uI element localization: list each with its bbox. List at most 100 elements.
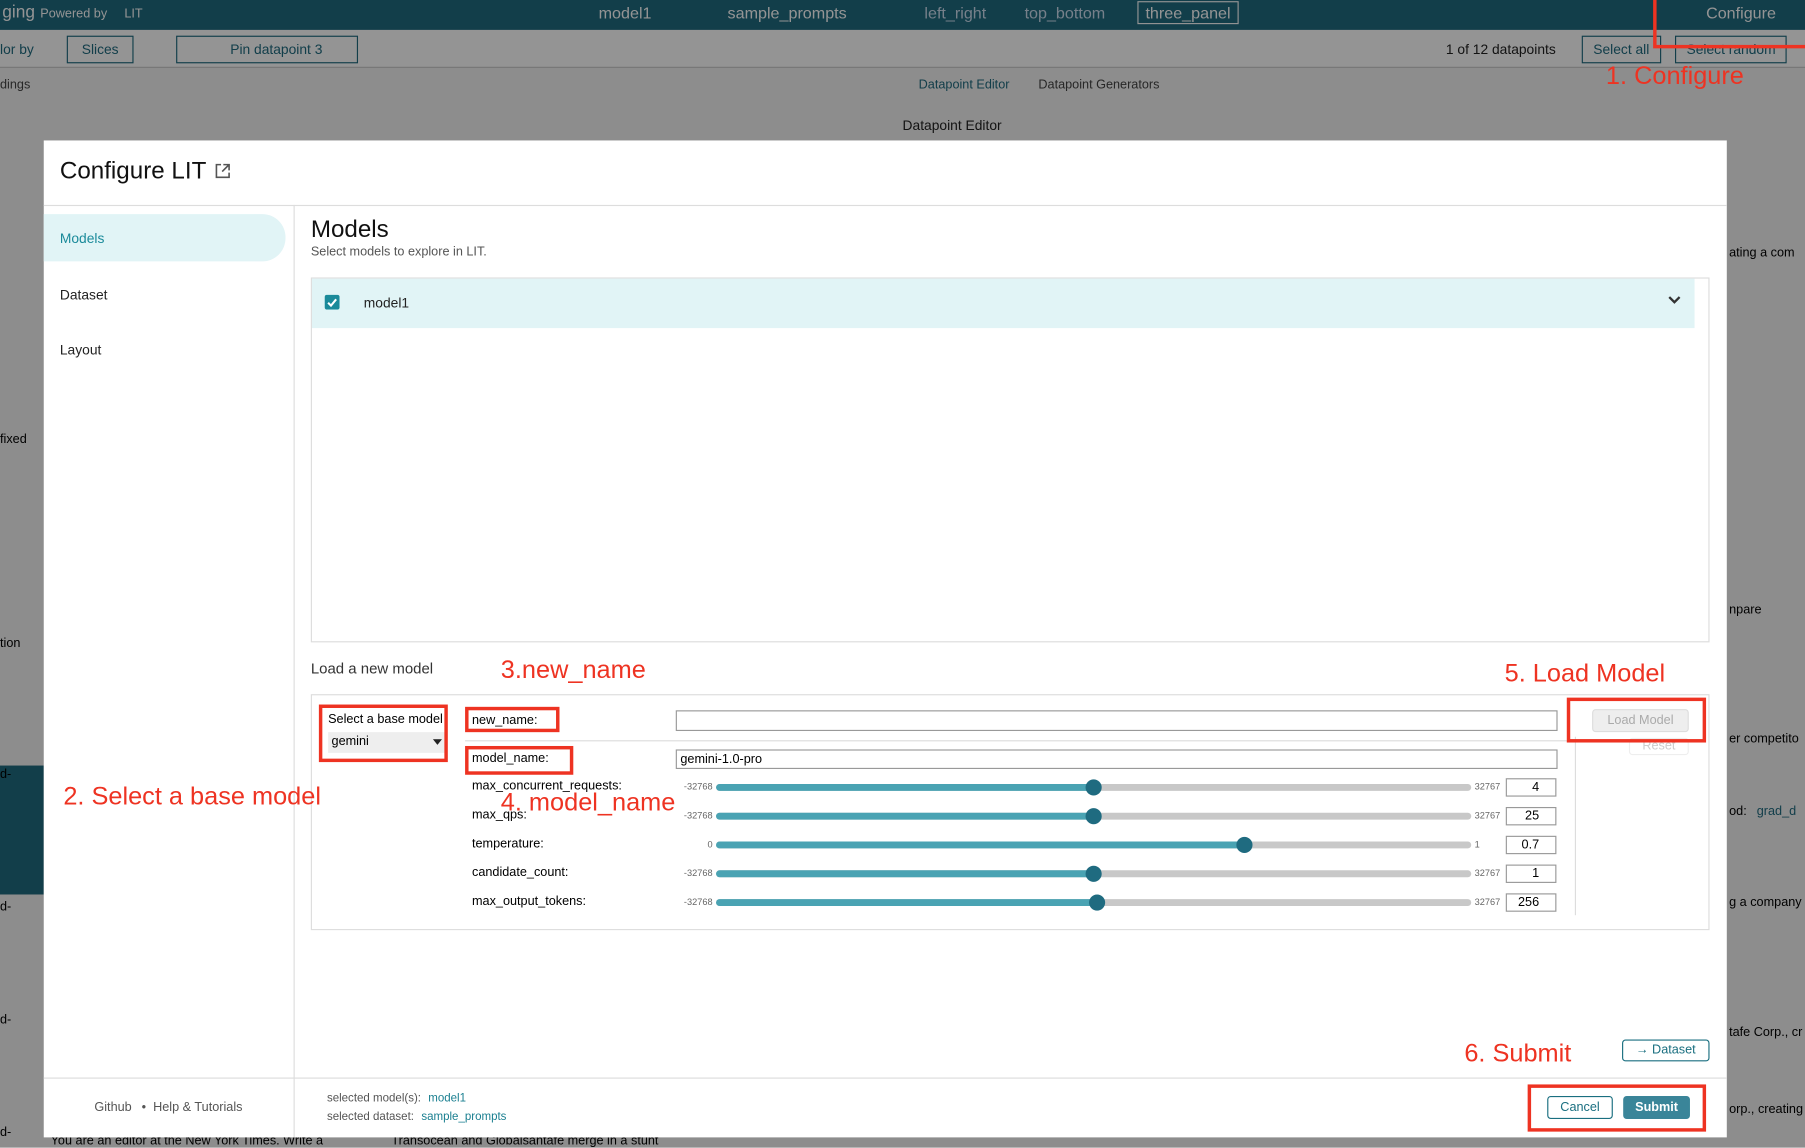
annotation: 2. Select a base model xyxy=(63,781,321,811)
annotation: 3.new_name xyxy=(500,655,646,684)
submit-button[interactable]: Submit xyxy=(1623,1095,1690,1119)
footer-link[interactable]: Github xyxy=(94,1100,132,1115)
slider-knob[interactable] xyxy=(1085,779,1102,796)
number-input[interactable]: 4 xyxy=(1505,778,1557,797)
tab[interactable]: Datapoint Editor xyxy=(918,78,1010,93)
slider-min[interactable]: 0 xyxy=(707,839,713,850)
number-input[interactable]: 0.7 xyxy=(1505,835,1557,855)
external-link-icon[interactable] xyxy=(214,162,231,179)
divider xyxy=(43,1077,1727,1079)
text-fragment: Transocean and Globalsantafe merge in a … xyxy=(391,1133,659,1148)
slider-min[interactable]: -32768 xyxy=(683,896,713,908)
sidebar-item[interactable]: Dataset xyxy=(59,286,108,303)
status-value: model1 xyxy=(428,1092,467,1106)
pin-button[interactable]: Pin datapoint 3 xyxy=(176,35,359,64)
slider-max[interactable]: 32767 xyxy=(1474,810,1501,821)
status-label: selected model(s): xyxy=(326,1092,421,1106)
powered-by: Powered by xyxy=(40,6,108,21)
slider-label[interactable]: max_qps: xyxy=(471,808,527,822)
model-list xyxy=(310,277,1710,643)
layout-option[interactable]: left_right xyxy=(924,3,987,22)
slider-fill[interactable] xyxy=(716,783,1094,791)
text-input[interactable]: gemini-1.0-pro xyxy=(675,749,1558,770)
cancel-button[interactable]: Cancel xyxy=(1547,1095,1613,1119)
text-fragment: d- xyxy=(0,900,12,915)
slider-knob[interactable] xyxy=(1085,865,1102,882)
configure-button[interactable]: Configure xyxy=(1706,3,1776,22)
highlight-box xyxy=(1566,697,1707,743)
dataset-next-button[interactable]: → Dataset xyxy=(1622,1039,1710,1062)
annotation: 1. Configure xyxy=(1605,61,1744,90)
slider-min[interactable]: -32768 xyxy=(683,868,713,879)
slider-knob[interactable] xyxy=(1236,836,1253,854)
field-label: new_name: xyxy=(471,713,538,728)
load-model-button[interactable]: Load Model xyxy=(1592,709,1689,733)
slices-button[interactable]: Slices xyxy=(66,35,134,64)
text-fragment: tion xyxy=(0,636,21,651)
sidebar-item[interactable]: Layout xyxy=(59,341,102,359)
slider-fill[interactable] xyxy=(716,812,1094,820)
checkbox[interactable] xyxy=(324,294,340,310)
slider-fill[interactable] xyxy=(716,870,1094,878)
annotation: 5. Load Model xyxy=(1504,658,1666,688)
number-input[interactable]: 256 xyxy=(1505,893,1557,912)
top-bar xyxy=(0,0,1805,30)
slider-label[interactable]: max_concurrent_requests: xyxy=(471,779,622,794)
chevron[interactable] xyxy=(1667,295,1682,307)
sidebar-active xyxy=(43,214,286,262)
slider-max[interactable]: 32767 xyxy=(1474,781,1501,793)
section-subtitle: Select models to explore in LIT. xyxy=(310,245,487,260)
dialog-title: Configure LIT xyxy=(59,157,207,185)
highlight-box xyxy=(1653,0,1805,49)
text-fragment: er competito xyxy=(1729,732,1799,746)
model-select[interactable]: model1 xyxy=(598,3,652,22)
slider-fill[interactable] xyxy=(716,899,1097,906)
slider-min[interactable]: -32768 xyxy=(683,781,713,793)
slider-max[interactable]: 1 xyxy=(1474,839,1480,850)
slider-max[interactable]: 32767 xyxy=(1474,868,1501,879)
text-fragment: d- xyxy=(0,1013,12,1027)
slider-label[interactable]: candidate_count: xyxy=(471,865,569,880)
slider-knob[interactable] xyxy=(1088,894,1105,911)
text-input[interactable] xyxy=(675,710,1558,732)
color-by[interactable]: lor by xyxy=(0,41,34,58)
layout-option[interactable]: top_bottom xyxy=(1024,3,1106,22)
text-fragment: orp., creating xyxy=(1729,1102,1804,1117)
footer-separator: • xyxy=(141,1100,147,1115)
number-input[interactable]: 25 xyxy=(1505,806,1557,826)
highlight-box xyxy=(318,704,448,763)
highlight-box xyxy=(465,745,574,775)
slider-knob[interactable] xyxy=(1085,808,1102,825)
selected-row xyxy=(0,765,44,895)
slider-fill[interactable] xyxy=(716,841,1245,849)
slider-min[interactable]: -32768 xyxy=(683,810,713,821)
lit-logo: LIT xyxy=(124,6,143,21)
footer-link[interactable]: Help & Tutorials xyxy=(153,1100,243,1115)
slider-max[interactable]: 32767 xyxy=(1474,896,1501,908)
divider xyxy=(43,204,1727,207)
sidebar-item[interactable]: Models xyxy=(59,230,105,247)
load-panel xyxy=(310,694,1710,931)
select-all[interactable]: Select all xyxy=(1581,35,1661,64)
number-input[interactable]: 1 xyxy=(1505,864,1557,883)
layout-option[interactable]: three_panel xyxy=(1137,1,1239,25)
text-fragment: fixed xyxy=(0,432,27,447)
tab[interactable]: dings xyxy=(0,78,31,93)
text-fragment: d- xyxy=(0,1125,12,1140)
divider xyxy=(1574,736,1576,916)
divider xyxy=(293,204,295,1138)
field-label: model_name: xyxy=(471,751,549,766)
model-row[interactable] xyxy=(311,278,1695,329)
dataset-select[interactable]: sample_prompts xyxy=(727,3,847,22)
text-fragment: npare xyxy=(1729,603,1762,618)
text-fragment: g a company xyxy=(1729,895,1802,910)
dropdown-arrow xyxy=(432,739,443,745)
text-fragment: od: xyxy=(1729,804,1747,819)
slider-label[interactable]: max_output_tokens: xyxy=(471,894,587,909)
app-name: ging xyxy=(2,2,35,22)
base-model-select[interactable]: gemini xyxy=(328,732,446,753)
slider-label[interactable]: temperature: xyxy=(471,836,544,851)
datapoint-nav: 1 of 12 datapoints xyxy=(1445,41,1556,58)
tab[interactable]: Datapoint Generators xyxy=(1038,78,1160,93)
